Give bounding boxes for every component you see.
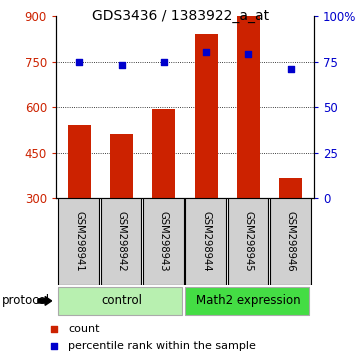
- Bar: [101, 198, 142, 285]
- Text: protocol: protocol: [2, 295, 50, 307]
- Bar: [186, 287, 309, 315]
- Text: GSM298941: GSM298941: [74, 211, 84, 272]
- Text: GSM298942: GSM298942: [117, 211, 127, 272]
- Bar: [58, 198, 99, 285]
- Point: [161, 59, 167, 64]
- Point: [119, 62, 125, 68]
- Point: [288, 66, 294, 72]
- Text: percentile rank within the sample: percentile rank within the sample: [68, 341, 256, 351]
- Text: GSM298943: GSM298943: [159, 211, 169, 272]
- Bar: [195, 34, 218, 198]
- Bar: [143, 198, 184, 285]
- Point: [245, 51, 251, 57]
- Bar: [110, 135, 133, 198]
- Bar: [186, 198, 226, 285]
- Bar: [152, 109, 175, 198]
- Bar: [270, 198, 311, 285]
- Text: count: count: [68, 324, 100, 333]
- Text: GDS3436 / 1383922_a_at: GDS3436 / 1383922_a_at: [92, 9, 269, 23]
- Point: [76, 59, 82, 64]
- Text: control: control: [101, 295, 142, 307]
- Bar: [279, 178, 303, 198]
- Point: [51, 326, 57, 331]
- Bar: [237, 16, 260, 198]
- Text: GSM298946: GSM298946: [286, 211, 296, 272]
- Bar: [58, 287, 182, 315]
- Bar: [68, 125, 91, 198]
- Text: Math2 expression: Math2 expression: [196, 295, 301, 307]
- Text: GSM298945: GSM298945: [243, 211, 253, 272]
- Bar: [228, 198, 268, 285]
- Point: [203, 50, 209, 55]
- Point: [51, 343, 57, 349]
- Text: GSM298944: GSM298944: [201, 211, 211, 272]
